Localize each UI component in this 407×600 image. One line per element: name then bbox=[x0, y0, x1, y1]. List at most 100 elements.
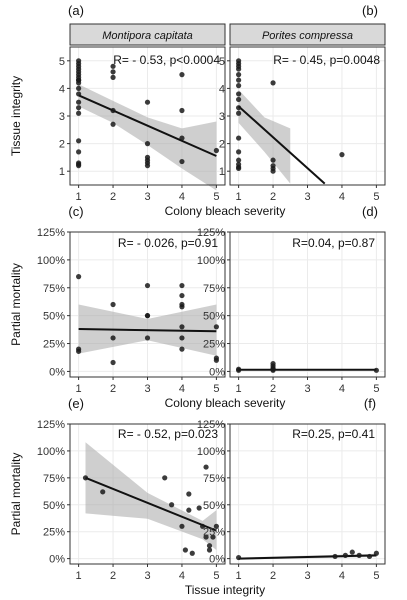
x-tick-label: 1 bbox=[76, 570, 82, 582]
data-point bbox=[342, 552, 348, 558]
data-point bbox=[203, 534, 209, 540]
data-point bbox=[213, 357, 219, 363]
data-point bbox=[179, 158, 185, 165]
x-tick-label: 1 bbox=[76, 383, 82, 395]
data-point bbox=[110, 69, 116, 75]
x-tick-label: 4 bbox=[339, 570, 345, 582]
x-tick-label: 5 bbox=[213, 383, 219, 395]
data-point bbox=[236, 96, 242, 103]
y-tick-label: 25% bbox=[43, 339, 65, 351]
data-point bbox=[182, 547, 188, 553]
y-tick-label: 2 bbox=[219, 139, 225, 151]
data-point bbox=[76, 80, 82, 86]
x-tick-label: 1 bbox=[76, 191, 82, 203]
confidence-band bbox=[238, 89, 291, 184]
data-point bbox=[236, 83, 242, 89]
y-tick-label: 100% bbox=[37, 446, 65, 458]
data-point bbox=[179, 107, 185, 114]
y-tick-label: 0% bbox=[49, 366, 65, 378]
data-point bbox=[144, 313, 151, 319]
facet-strip-label: Montipora capitata bbox=[102, 30, 193, 42]
y-axis-label: Partial mortality bbox=[9, 263, 23, 346]
data-point bbox=[236, 91, 242, 97]
data-point bbox=[82, 475, 89, 481]
x-tick-label: 1 bbox=[236, 383, 242, 395]
x-tick-label: 5 bbox=[373, 383, 379, 395]
data-point bbox=[179, 324, 185, 330]
data-point bbox=[206, 547, 213, 553]
x-axis-label-top: Colony bleach severity bbox=[165, 204, 286, 218]
y-tick-label: 5 bbox=[219, 56, 225, 68]
regression-line bbox=[237, 105, 326, 185]
y-tick-label: 100% bbox=[37, 255, 65, 267]
data-point bbox=[213, 324, 219, 330]
data-point bbox=[236, 110, 242, 116]
x-tick-label: 4 bbox=[179, 570, 185, 582]
x-tick-label: 4 bbox=[339, 191, 345, 203]
data-point bbox=[213, 147, 219, 154]
data-point bbox=[213, 523, 219, 529]
regression-line bbox=[238, 554, 377, 560]
y-tick-label: 75% bbox=[43, 283, 65, 295]
data-point bbox=[110, 74, 116, 80]
x-tick-label: 2 bbox=[270, 383, 276, 395]
data-point bbox=[162, 475, 168, 481]
data-point bbox=[76, 274, 82, 280]
stats-annotation: R= - 0.52, p=0.023 bbox=[118, 427, 218, 441]
data-point bbox=[236, 366, 242, 372]
y-tick-label: 1 bbox=[219, 166, 225, 178]
y-tick-label: 25% bbox=[203, 527, 225, 539]
regression-line bbox=[78, 328, 217, 333]
x-tick-label: 3 bbox=[304, 570, 310, 582]
data-point bbox=[366, 553, 373, 560]
data-point bbox=[110, 107, 116, 114]
y-tick-label: 75% bbox=[203, 473, 225, 485]
data-point bbox=[179, 346, 185, 352]
data-point bbox=[179, 282, 185, 289]
x-tick-label: 5 bbox=[373, 191, 379, 203]
data-point bbox=[270, 168, 276, 174]
x-tick-label: 2 bbox=[270, 191, 276, 203]
confidence-band bbox=[85, 442, 217, 550]
y-tick-label: 100% bbox=[197, 446, 225, 458]
x-tick-label: 3 bbox=[304, 191, 310, 203]
data-point bbox=[236, 554, 242, 561]
stats-annotation: R= - 0.45, p=0.0048 bbox=[273, 53, 380, 67]
y-tick-label: 4 bbox=[59, 83, 65, 95]
panel-label: (d) bbox=[362, 204, 378, 219]
data-point bbox=[356, 552, 362, 558]
data-point bbox=[236, 149, 242, 155]
data-point bbox=[179, 335, 185, 341]
data-point bbox=[373, 367, 379, 373]
x-tick-label: 5 bbox=[213, 191, 219, 203]
data-point bbox=[236, 105, 242, 111]
data-point bbox=[76, 163, 82, 169]
data-point bbox=[179, 304, 185, 310]
y-tick-label: 0% bbox=[49, 554, 65, 566]
y-tick-label: 2 bbox=[59, 139, 65, 151]
x-tick-label: 4 bbox=[339, 383, 345, 395]
data-point bbox=[76, 149, 82, 155]
data-point bbox=[200, 523, 206, 529]
panel-a: Montipora capitata (a) R= - 0.53, p<0.0004… bbox=[9, 3, 226, 203]
data-point bbox=[144, 99, 151, 105]
panel-label: (e) bbox=[68, 396, 84, 411]
data-point bbox=[100, 489, 106, 495]
y-tick-label: 4 bbox=[219, 83, 225, 95]
stats-annotation: R= - 0.026, p=0.91 bbox=[118, 236, 218, 250]
panel-c: (c)R= - 0.026, p=0.911 2 3 4 50%25%50%75%100… bbox=[9, 204, 285, 410]
data-point bbox=[76, 91, 82, 97]
y-tick-label: 1 bbox=[59, 166, 65, 178]
data-point bbox=[76, 346, 82, 352]
y-tick-label: 50% bbox=[43, 500, 65, 512]
data-point bbox=[169, 502, 175, 508]
x-tick-label: 4 bbox=[179, 383, 185, 395]
panel-d: (d)R=0.04, p=0.871 2 3 4 50%25%50%75%100%125… bbox=[197, 204, 386, 395]
y-tick-label: 125% bbox=[37, 419, 65, 431]
data-point bbox=[332, 553, 338, 560]
y-tick-label: 125% bbox=[197, 419, 225, 431]
panel-b: Porites compressa (b) R= - 0.45, p=0.0048 1… bbox=[219, 3, 386, 203]
y-tick-label: 50% bbox=[43, 311, 65, 323]
data-point bbox=[179, 72, 185, 78]
